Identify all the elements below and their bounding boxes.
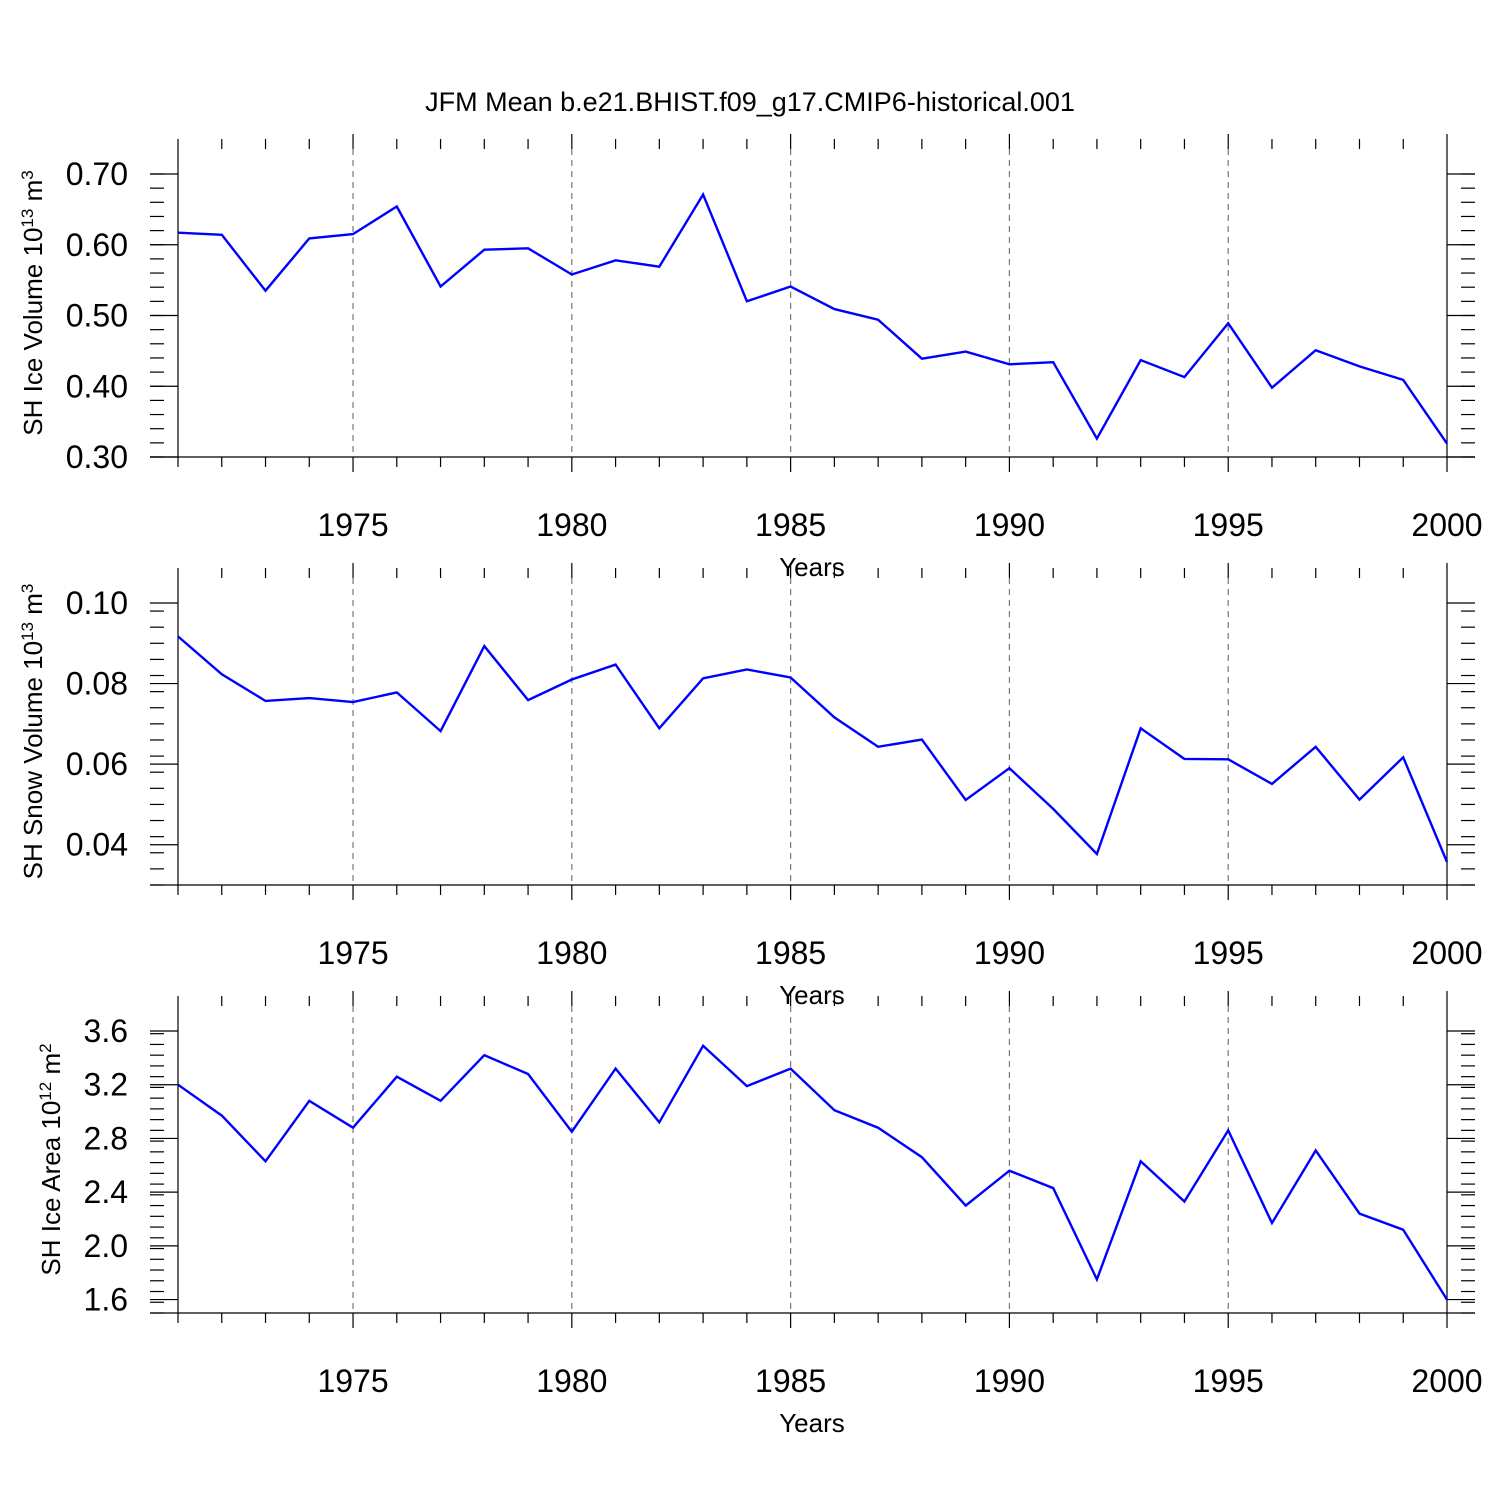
x-tick-label: 1985 [755,935,826,971]
y-tick-label: 0.10 [66,585,128,621]
figure-title: JFM Mean b.e21.BHIST.f09_g17.CMIP6-histo… [425,87,1075,117]
y-tick-label: 0.40 [66,368,128,404]
x-tick-label: 1975 [317,507,388,543]
y-tick-label: 2.0 [84,1228,128,1264]
y-axis-label: SH Ice Area 1012 m2 [36,1043,67,1275]
chart-panel-1: 0.30 0.40 0.50 0.60 0.70 1975 1980 1985 1990 1995… [18,134,1483,582]
x-tick-label: 1975 [317,935,388,971]
x-tick-label: 1995 [1193,1363,1264,1399]
x-tick-label: 1980 [536,1363,607,1399]
data-series-line [177,1043,1449,1301]
x-tick-label: 1980 [536,935,607,971]
x-tick-label: 1995 [1193,935,1264,971]
y-tick-label: 0.06 [66,746,128,782]
y-tick-label: 3.6 [84,1013,128,1049]
y-axis-label: SH Ice Volume 1013 m3 [18,170,49,435]
y-tick-label: 1.6 [84,1282,128,1318]
y-tick-label: 0.70 [66,156,128,192]
x-tick-label: 2000 [1411,507,1482,543]
x-tick-label: 1990 [974,1363,1045,1399]
y-tick-label: 2.8 [84,1120,128,1156]
x-tick-label: 2000 [1411,1363,1482,1399]
x-tick-label: 1985 [755,1363,826,1399]
x-tick-label: 1995 [1193,507,1264,543]
y-tick-label: 3.2 [84,1067,128,1103]
y-tick-label: 0.04 [66,827,128,863]
x-tick-label: 1990 [974,935,1045,971]
y-tick-label: 0.08 [66,666,128,702]
y-tick-label: 0.50 [66,298,128,334]
y-tick-label: 2.4 [84,1174,128,1210]
y-tick-label: 0.30 [66,439,128,475]
x-tick-label: 2000 [1411,935,1482,971]
x-tick-label: 1990 [974,507,1045,543]
x-tick-label: 1975 [317,1363,388,1399]
data-series-line [177,635,1449,863]
chart-panel-3: 1.6 2.0 2.4 2.8 3.2 3.6 1975 1980 1985 1990 1995 20… [36,991,1483,1438]
x-tick-label: 1980 [536,507,607,543]
y-axis-label: SH Snow Volume 1013 m3 [18,584,49,880]
data-series-line [177,191,1448,445]
x-tick-label: 1985 [755,507,826,543]
x-axis-label: Years [779,1408,845,1438]
y-tick-label: 0.60 [66,227,128,263]
chart-panels: 0.30 0.40 0.50 0.60 0.70 1975 1980 1985 1990 1995… [18,134,1483,1438]
